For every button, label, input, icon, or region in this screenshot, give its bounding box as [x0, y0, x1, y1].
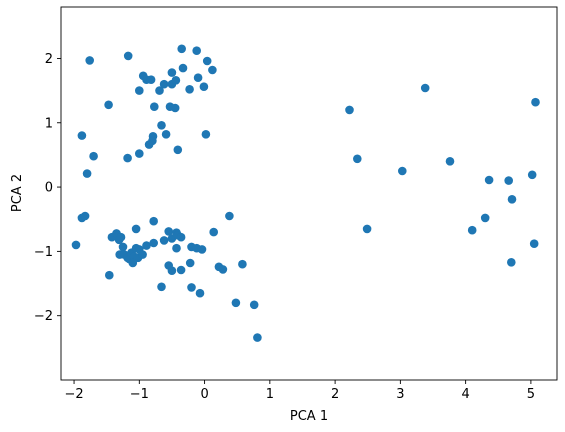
- plot-background: [61, 7, 557, 380]
- scatter-point-26: [77, 131, 87, 140]
- scatter-point-5: [208, 65, 217, 75]
- scatter-point-23: [157, 121, 166, 130]
- scatter-point-55: [142, 241, 151, 250]
- x-tick-label: 5: [527, 387, 535, 402]
- scatter-point-63: [176, 232, 186, 242]
- scatter-point-59: [164, 227, 173, 236]
- scatter-point-93: [504, 176, 513, 185]
- scatter-point-82: [249, 300, 259, 310]
- scatter-point-2: [177, 44, 186, 54]
- scatter-point-85: [353, 154, 362, 164]
- scatter-point-17: [135, 86, 144, 95]
- x-tick-label: −2: [64, 387, 83, 402]
- x-tick-label: 3: [396, 387, 404, 402]
- scatter-point-18: [155, 86, 164, 95]
- scatter-point-89: [445, 157, 455, 166]
- scatter-point-92: [484, 175, 494, 185]
- scatter-point-35: [71, 240, 81, 250]
- scatter-point-32: [89, 151, 98, 161]
- x-axis: −2 −1 0 1 2 3 4 5: [64, 380, 535, 402]
- scatter-point-74: [187, 283, 196, 292]
- scatter-point-6: [178, 63, 188, 73]
- scatter-point-4: [202, 56, 212, 66]
- scatter-point-14: [193, 73, 203, 82]
- scatter-point-98: [531, 97, 540, 107]
- x-tick-label: 4: [461, 387, 469, 402]
- scatter-point-3: [192, 46, 201, 55]
- scatter-point-97: [529, 239, 539, 248]
- scatter-point-56: [149, 238, 158, 248]
- scatter-point-86: [362, 224, 372, 234]
- scatter-point-87: [398, 166, 407, 176]
- scatter-point-24: [161, 130, 171, 139]
- scatter-point-75: [195, 288, 205, 298]
- scatter-point-58: [159, 236, 169, 245]
- y-tick-label: −1: [34, 245, 53, 260]
- y-tick-label: 0: [45, 181, 53, 196]
- scatter-point-13: [171, 76, 181, 85]
- scatter-point-66: [197, 245, 207, 254]
- x-axis-label: PCA 1: [290, 409, 328, 424]
- scatter-point-96: [527, 170, 537, 180]
- scatter-point-29: [144, 140, 154, 149]
- scatter-point-10: [146, 75, 156, 84]
- x-tick-label: 1: [266, 387, 274, 402]
- scatter-points: [71, 44, 540, 342]
- scatter-point-91: [480, 213, 490, 223]
- x-tick-label: 0: [200, 387, 208, 402]
- y-axis-label: PCA 2: [10, 174, 25, 212]
- scatter-point-90: [467, 225, 477, 235]
- scatter-point-77: [105, 270, 114, 280]
- scatter-point-80: [231, 298, 241, 308]
- scatter-point-95: [507, 258, 516, 267]
- scatter-point-15: [185, 85, 194, 94]
- scatter-point-71: [167, 266, 177, 276]
- scatter-point-11: [159, 79, 169, 89]
- y-axis: −2 −1 0 1 2: [34, 52, 61, 324]
- scatter-point-42: [118, 242, 128, 252]
- scatter-point-79: [218, 265, 228, 274]
- scatter-point-57: [149, 216, 158, 226]
- y-tick-label: −2: [34, 309, 53, 324]
- scatter-point-76: [157, 282, 166, 292]
- scatter-point-83: [253, 333, 262, 342]
- scatter-point-33: [123, 153, 132, 163]
- scatter-point-67: [209, 227, 218, 237]
- scatter-point-31: [173, 145, 183, 155]
- scatter-point-37: [80, 211, 90, 221]
- scatter-point-41: [116, 232, 126, 242]
- scatter-point-19: [104, 100, 113, 110]
- scatter-point-88: [420, 83, 430, 93]
- x-tick-label: 2: [331, 387, 339, 402]
- scatter-point-52: [128, 258, 138, 268]
- scatter-point-81: [238, 259, 247, 269]
- x-tick-label: −1: [130, 387, 149, 402]
- scatter-point-72: [176, 265, 186, 275]
- scatter-point-25: [201, 130, 211, 139]
- scatter-point-54: [131, 224, 141, 234]
- scatter-point-16: [199, 82, 209, 91]
- y-tick-label: 2: [45, 52, 53, 67]
- scatter-point-94: [507, 195, 517, 204]
- scatter-point-69: [172, 243, 181, 253]
- scatter-point-73: [185, 258, 195, 268]
- scatter-point-53: [138, 250, 147, 259]
- scatter-point-7: [167, 68, 177, 77]
- scatter-point-34: [82, 169, 92, 178]
- scatter-point-84: [345, 105, 354, 115]
- scatter-point-30: [135, 149, 144, 158]
- scatter-point-22: [170, 103, 180, 113]
- scatter-point-0: [85, 56, 94, 65]
- scatter-point-44: [115, 250, 124, 259]
- y-tick-label: 1: [45, 116, 53, 131]
- scatter-point-68: [225, 211, 234, 221]
- plot-frame: [60, 6, 558, 381]
- scatter-point-1: [123, 51, 133, 61]
- scatter-point-20: [150, 102, 159, 111]
